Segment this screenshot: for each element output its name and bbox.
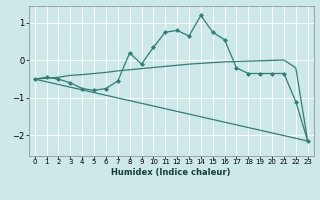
- X-axis label: Humidex (Indice chaleur): Humidex (Indice chaleur): [111, 168, 231, 177]
